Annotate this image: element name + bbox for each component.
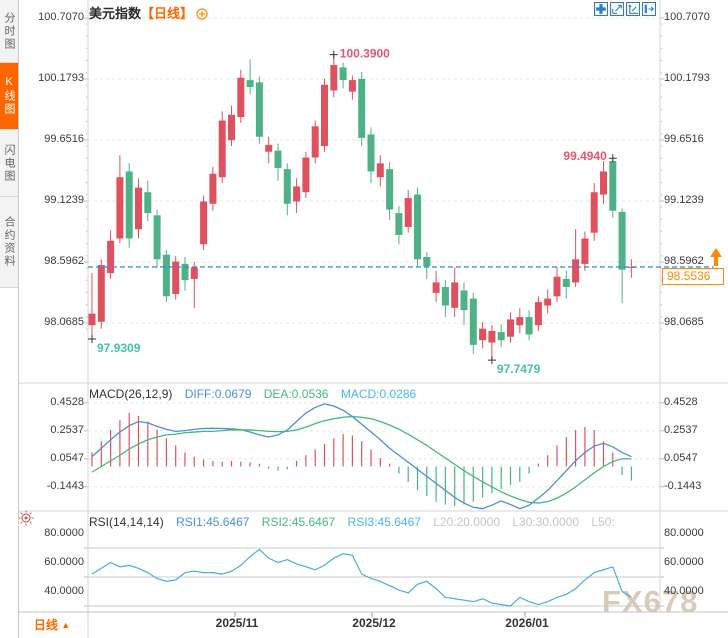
price-arrow-icon xyxy=(710,248,722,266)
macd-axis-label: 0.4528 xyxy=(50,396,84,408)
zoom-area-icon[interactable] xyxy=(610,2,624,16)
price-annotation: 99.4940 xyxy=(563,149,607,163)
rsi2-value: RSI2:45.6467 xyxy=(261,515,336,529)
price-axis-label: 98.5962 xyxy=(664,255,704,267)
price-axis-label: 99.6516 xyxy=(44,133,84,145)
rsi3-value: RSI3:45.6467 xyxy=(347,515,421,529)
macd-axis-label: -0.1443 xyxy=(46,480,84,492)
price-annotation: 97.7479 xyxy=(497,362,541,376)
x-axis-label: 2025/12 xyxy=(352,616,396,630)
rsi-axis-label: 60.0000 xyxy=(44,556,84,568)
period-label: 【日线】 xyxy=(141,6,194,21)
x-axis-label: 2025/11 xyxy=(215,616,259,630)
chevron-up-icon: ▲ xyxy=(61,620,71,630)
current-price-tag: 98.5536 xyxy=(662,268,724,285)
rsi-title: RSI(14,14,14) xyxy=(89,515,164,529)
sidebar-item-flash-chart[interactable]: 闪电图 xyxy=(0,130,18,197)
add-indicator-icon[interactable] xyxy=(196,8,208,23)
macd-macd-value: MACD:0.0286 xyxy=(340,387,417,401)
macd-axis-label: -0.1443 xyxy=(664,480,702,492)
sidebar-item-kline-chart[interactable]: K线图 xyxy=(0,63,18,130)
sidebar: 分时图 K线图 闪电图 合约资料 xyxy=(0,0,19,638)
rsi-axis-label: 40.0000 xyxy=(44,585,84,597)
macd-axis-label: 0.2537 xyxy=(664,424,698,436)
macd-axis-label: 0.0547 xyxy=(50,452,84,464)
rsi1-value: RSI1:45.6467 xyxy=(176,515,250,529)
rsi-axis-label: 60.0000 xyxy=(664,556,704,568)
rsi-axis-label: 80.0000 xyxy=(44,527,84,539)
macd-axis-label: 0.4528 xyxy=(664,396,698,408)
price-axis-label: 100.7070 xyxy=(664,11,710,23)
price-axis-label: 99.1239 xyxy=(44,194,84,206)
macd-axis-label: 0.0547 xyxy=(664,452,698,464)
price-axis-label: 100.1793 xyxy=(664,72,710,84)
axis-scale-icon[interactable] xyxy=(626,2,640,16)
period-selector-label: 日线 xyxy=(33,618,58,632)
sidebar-item-contract-info[interactable]: 合约资料 xyxy=(0,197,18,288)
macd-title: MACD(26,12,9) xyxy=(89,387,173,401)
macd-diff-value: DIFF:0.0679 xyxy=(184,387,252,401)
price-axis-label: 98.0685 xyxy=(664,316,704,328)
sidebar-item-timeline-chart[interactable]: 分时图 xyxy=(0,0,18,63)
rsi-axis-label: 40.0000 xyxy=(664,585,704,597)
price-axis-label: 99.1239 xyxy=(664,194,704,206)
price-axis-label: 99.6516 xyxy=(664,133,704,145)
chart-title: 美元指数【日线】 xyxy=(89,3,208,23)
macd-header: MACD(26,12,9) DIFF:0.0679 DEA:0.0536 MAC… xyxy=(89,387,425,401)
price-annotation: 97.9309 xyxy=(97,341,141,355)
rsi-settings-icon[interactable] xyxy=(18,510,34,526)
macd-dea-value: DEA:0.0536 xyxy=(263,387,329,401)
price-annotation: 100.3900 xyxy=(340,47,390,61)
price-axis-label: 100.7070 xyxy=(38,11,84,23)
price-axis-label: 98.0685 xyxy=(44,316,84,328)
rsi-header: RSI(14,14,14) RSI1:45.6467 RSI2:45.6467 … xyxy=(89,515,624,529)
price-axis-label: 98.5962 xyxy=(44,255,84,267)
x-axis-label: 2026/01 xyxy=(505,616,549,630)
period-selector-button[interactable]: 日线 ▲ xyxy=(20,616,84,633)
export-icon[interactable] xyxy=(642,2,656,16)
fx678-watermark: FX678 xyxy=(602,584,699,619)
macd-axis-label: 0.2537 xyxy=(50,424,84,436)
rsi-l50-value: L50: xyxy=(591,515,615,529)
chart-toolbar xyxy=(594,2,656,16)
symbol-name: 美元指数 xyxy=(89,6,142,21)
rsi-l30-value: L30:30.0000 xyxy=(512,515,580,529)
rsi-axis-label: 80.0000 xyxy=(664,527,704,539)
rsi-l20-value: L20:20.0000 xyxy=(433,515,500,529)
price-axis-label: 100.1793 xyxy=(38,72,84,84)
pan-icon[interactable] xyxy=(594,2,608,16)
